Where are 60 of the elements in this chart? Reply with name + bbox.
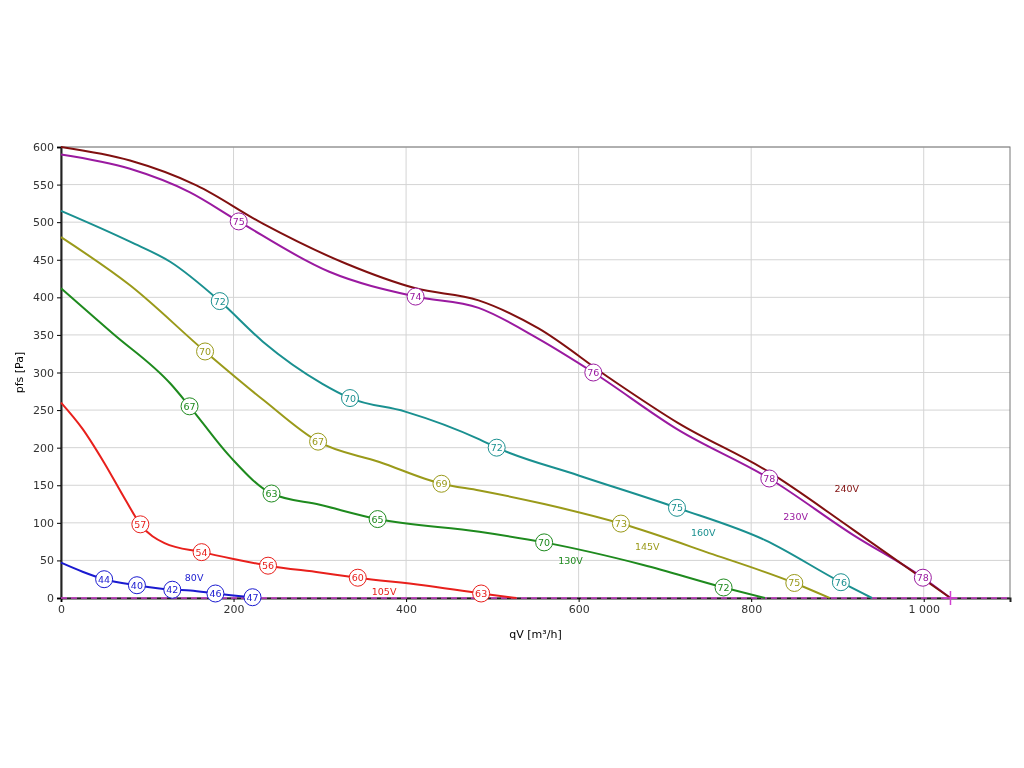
annotation: 46: [209, 587, 222, 599]
annotation: 47: [246, 591, 259, 603]
annotation: 40: [130, 579, 143, 591]
series-label: 230V: [783, 511, 809, 523]
annotation: 44: [98, 573, 111, 585]
annotation: 63: [265, 488, 278, 500]
annotation: 42: [166, 584, 179, 596]
y-tick-label: 550: [33, 178, 54, 192]
annotation: 78: [763, 472, 776, 484]
x-tick-label: 1 000: [908, 602, 940, 616]
annotation: 56: [262, 560, 275, 572]
annotation: 75: [232, 215, 245, 227]
annotation: 57: [134, 518, 147, 530]
annotation: 67: [183, 400, 196, 412]
annotation: 70: [343, 392, 357, 404]
y-tick-label: 600: [33, 141, 54, 155]
line-series: [60, 287, 766, 599]
annotation: 70: [538, 536, 551, 548]
series-label: 130V: [558, 555, 584, 567]
x-axis-title: qV [m³/h]: [509, 628, 562, 641]
annotation: 75: [670, 502, 684, 514]
point: [942, 590, 959, 606]
y-tick-label: 350: [33, 328, 54, 342]
series-label: 105V: [371, 585, 397, 597]
y-tick-label: 200: [33, 441, 54, 455]
x-tick-label: 800: [741, 602, 763, 616]
y-tick-label: 100: [33, 516, 54, 530]
x-tick-label: 0: [58, 602, 65, 616]
y-tick-label: 250: [33, 404, 54, 418]
annotation: 72: [490, 442, 503, 454]
annotation: 70: [199, 345, 212, 357]
series-label: 80V: [184, 572, 204, 584]
annotation: 74: [409, 291, 422, 303]
x-tick-label: 200: [223, 602, 245, 616]
y-axis-title: pfs [Pa]: [13, 351, 26, 394]
annotation: 75: [788, 577, 801, 589]
series-label: 145V: [634, 541, 661, 553]
x-tick-label: 600: [568, 602, 590, 616]
y-tick-label: 50: [40, 554, 54, 568]
y-tick-label: 300: [33, 366, 54, 380]
annotation: 69: [435, 478, 448, 490]
annotation: 76: [587, 367, 600, 378]
annotation: 72: [717, 581, 730, 593]
y-tick-label: 450: [33, 253, 54, 267]
x-tick-label: 400: [396, 602, 418, 616]
annotation: 65: [371, 513, 384, 525]
annotation: 67: [312, 436, 325, 448]
annotation: 78: [916, 572, 929, 584]
series-label: 160V: [690, 526, 717, 538]
y-tick-label: 400: [33, 291, 54, 305]
annotation: 76: [834, 576, 847, 588]
y-tick-label: 0: [47, 592, 54, 606]
annotation: 73: [614, 518, 627, 530]
annotation: 63: [475, 587, 488, 599]
annotation: 54: [195, 546, 208, 558]
annotation: 72: [213, 295, 226, 307]
annotation: 60: [351, 572, 364, 584]
series-label: 240V: [834, 482, 860, 494]
y-tick-label: 500: [33, 216, 54, 230]
y-tick-label: 150: [33, 479, 54, 493]
